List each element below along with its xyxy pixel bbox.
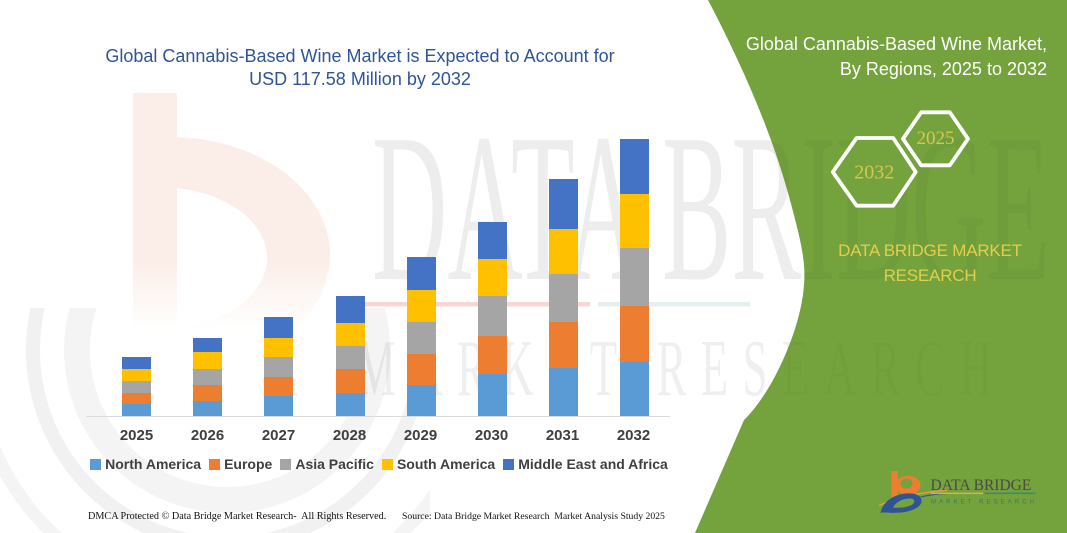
svg-text:MARKET RESEARCH: MARKET RESEARCH	[931, 500, 1034, 506]
svg-text:DATA BRIDGE: DATA BRIDGE	[931, 477, 1032, 494]
svg-text:2025: 2025	[917, 128, 955, 149]
svg-text:DATA BRIDGE: DATA BRIDGE	[372, 90, 1050, 325]
svg-text:2032: 2032	[854, 162, 894, 184]
